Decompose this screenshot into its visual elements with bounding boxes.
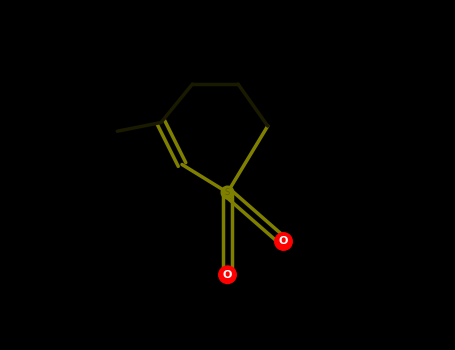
Circle shape: [221, 186, 234, 199]
Circle shape: [275, 233, 292, 250]
Text: S: S: [225, 188, 230, 197]
Text: O: O: [279, 237, 288, 246]
Circle shape: [219, 266, 236, 284]
Text: O: O: [223, 270, 232, 280]
